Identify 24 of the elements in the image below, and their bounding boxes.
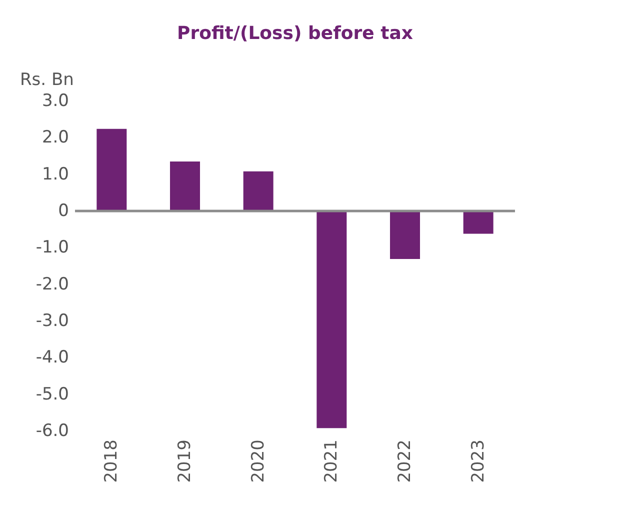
x-tick-label: 2023 bbox=[468, 440, 488, 483]
y-tick-label: -2.0 bbox=[36, 274, 69, 294]
x-tick-label: 2022 bbox=[395, 440, 415, 483]
y-tick-label: -1.0 bbox=[36, 238, 69, 258]
y-tick-label: -4.0 bbox=[36, 348, 69, 368]
x-tick-label: 2020 bbox=[248, 440, 268, 483]
y-tick-label: 2.0 bbox=[42, 128, 69, 148]
y-tick-label: -3.0 bbox=[36, 311, 69, 331]
y-tick-label: 0 bbox=[58, 201, 69, 221]
bar bbox=[170, 162, 200, 211]
bar bbox=[243, 171, 274, 211]
y-tick-label: -6.0 bbox=[36, 421, 69, 441]
y-axis-title: Rs. Bn bbox=[20, 70, 74, 90]
bar bbox=[390, 211, 420, 260]
y-tick-label: 1.0 bbox=[42, 164, 69, 184]
bar bbox=[316, 211, 347, 428]
y-tick-label: 3.0 bbox=[42, 91, 69, 111]
chart-title: Profit/(Loss) before tax bbox=[177, 23, 414, 44]
x-tick-label: 2018 bbox=[102, 440, 122, 483]
bar bbox=[463, 211, 494, 234]
x-tick-label: 2021 bbox=[322, 440, 342, 483]
bar bbox=[96, 128, 127, 211]
x-tick-label: 2019 bbox=[175, 440, 195, 483]
y-tick-label: -5.0 bbox=[36, 384, 69, 404]
